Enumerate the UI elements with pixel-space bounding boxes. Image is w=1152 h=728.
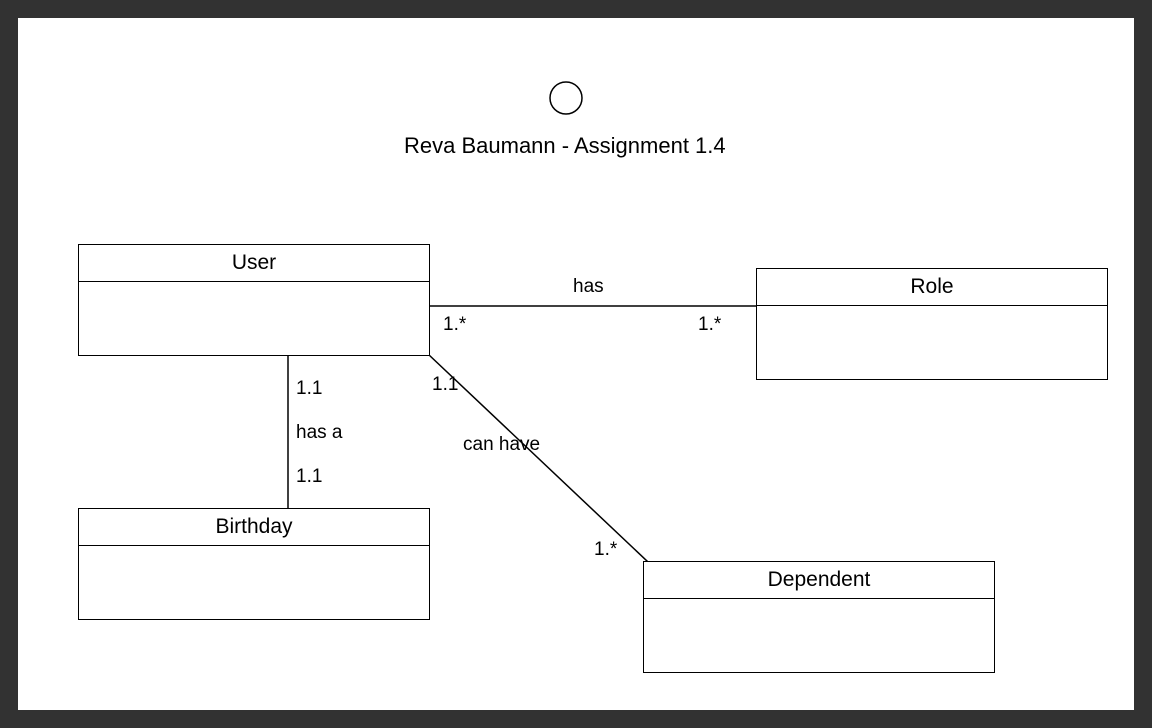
class-role-name: Role [757, 269, 1107, 306]
edge-user-role-mult-from: 1.* [443, 314, 466, 336]
edge-user-birthday-mult-from: 1.1 [296, 378, 322, 400]
class-dependent-name: Dependent [644, 562, 994, 599]
edge-user-role-mult-to: 1.* [698, 314, 721, 336]
class-dependent: Dependent [643, 561, 995, 673]
edge-user-birthday-mult-to: 1.1 [296, 466, 322, 488]
edge-user-birthday-label: has a [296, 422, 342, 444]
edge-user-dependent-mult-to: 1.* [594, 539, 617, 561]
edge-user-dependent-mult-from: 1.1 [432, 374, 458, 396]
class-user: User [78, 244, 430, 356]
diagram-canvas: Reva Baumann - Assignment 1.4 User Role … [18, 18, 1134, 710]
class-birthday: Birthday [78, 508, 430, 620]
edge-user-dependent [428, 354, 666, 579]
edge-user-role-label: has [573, 276, 604, 298]
title-circle [550, 82, 582, 114]
class-user-name: User [79, 245, 429, 282]
edge-user-dependent-label: can have [463, 434, 540, 456]
diagram-title: Reva Baumann - Assignment 1.4 [404, 133, 726, 159]
class-birthday-name: Birthday [79, 509, 429, 546]
class-role: Role [756, 268, 1108, 380]
